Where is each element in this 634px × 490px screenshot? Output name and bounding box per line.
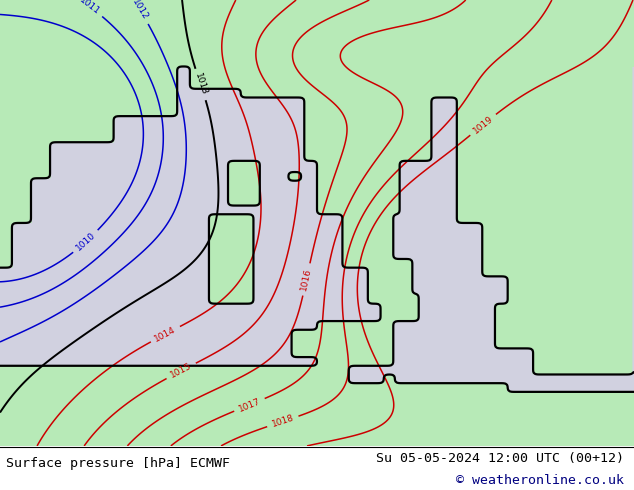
Text: 1012: 1012 <box>130 0 150 22</box>
Text: 1016: 1016 <box>300 267 313 292</box>
Text: 1017: 1017 <box>237 396 262 414</box>
Text: Su 05-05-2024 12:00 UTC (00+12): Su 05-05-2024 12:00 UTC (00+12) <box>377 452 624 465</box>
Text: 1018: 1018 <box>271 414 295 429</box>
Text: © weatheronline.co.uk: © weatheronline.co.uk <box>456 474 624 487</box>
Text: Surface pressure [hPa] ECMWF: Surface pressure [hPa] ECMWF <box>6 457 230 470</box>
Text: 1014: 1014 <box>153 325 178 343</box>
Text: 1010: 1010 <box>74 231 98 253</box>
Text: 1019: 1019 <box>471 114 495 135</box>
Text: 1015: 1015 <box>169 362 193 380</box>
Text: 1011: 1011 <box>77 0 101 17</box>
Text: 1013: 1013 <box>193 72 209 97</box>
